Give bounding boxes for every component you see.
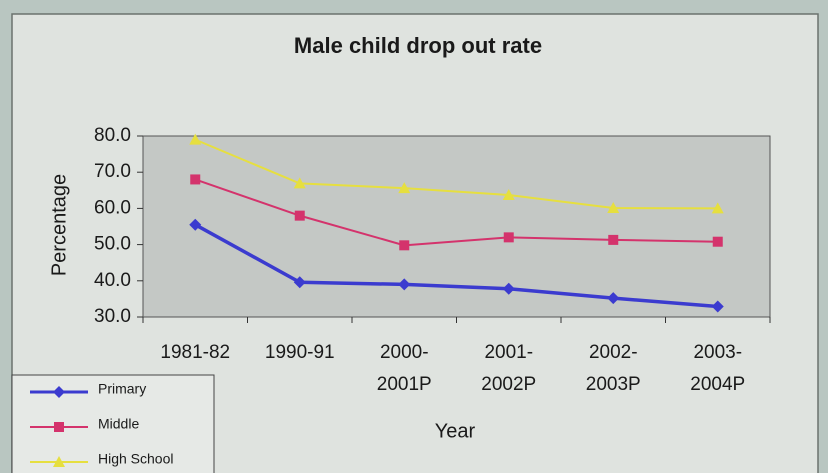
legend-label: Primary (98, 381, 146, 397)
x-axis-label: Year (435, 420, 476, 442)
point (294, 210, 305, 221)
y-tick-label: 40.0 (94, 270, 131, 291)
x-tick-label: 2001- 2002P (481, 342, 536, 395)
y-tick-label: 60.0 (94, 197, 131, 218)
x-tick-label-line: 2002P (481, 374, 536, 395)
point (398, 278, 411, 291)
point (189, 133, 202, 145)
point (502, 189, 515, 201)
legend-marker (53, 456, 65, 467)
point (189, 218, 202, 231)
point (607, 292, 620, 305)
x-tick-label-line: 2003- (693, 342, 742, 363)
x-tick-label-line: 2002- (589, 342, 638, 363)
point (711, 202, 724, 214)
legend-label: High School (98, 451, 174, 467)
point (398, 182, 411, 194)
point (608, 234, 619, 245)
legend-label: Middle (98, 416, 139, 432)
x-tick-label-line: 2000- (380, 342, 429, 363)
series-line (194, 178, 718, 247)
point (293, 177, 306, 189)
x-tick-label: 1981-82 (160, 342, 230, 363)
series-line (194, 138, 718, 210)
x-tick-label-line: 2001- (484, 342, 533, 363)
point (293, 276, 306, 289)
x-tick-label-line: 2001P (377, 374, 432, 395)
y-tick-label: 80.0 (94, 125, 131, 146)
y-tick-label: 70.0 (94, 161, 131, 182)
x-tick-label: 1990-91 (265, 342, 335, 363)
point (607, 202, 620, 214)
plot-area (142, 135, 771, 318)
series-line (194, 223, 718, 309)
point (503, 232, 514, 243)
point (399, 240, 410, 251)
point (712, 236, 723, 247)
point (190, 174, 201, 185)
legend-marker (54, 422, 64, 432)
legend-marker (53, 386, 65, 398)
x-tick-label: 2000- 2001P (377, 342, 432, 395)
chart-title: Male child drop out rate (294, 33, 542, 58)
x-tick-label: 2003- 2004P (690, 342, 745, 395)
point (711, 300, 724, 313)
x-tick-label: 2002- 2003P (586, 342, 641, 395)
y-tick-label: 30.0 (94, 306, 131, 327)
x-tick-label-line: 2004P (690, 374, 745, 395)
y-tick-label: 50.0 (94, 234, 131, 255)
point (502, 282, 515, 295)
y-axis-label: Percentage (48, 174, 70, 276)
x-tick-label-line: 2003P (586, 374, 641, 395)
